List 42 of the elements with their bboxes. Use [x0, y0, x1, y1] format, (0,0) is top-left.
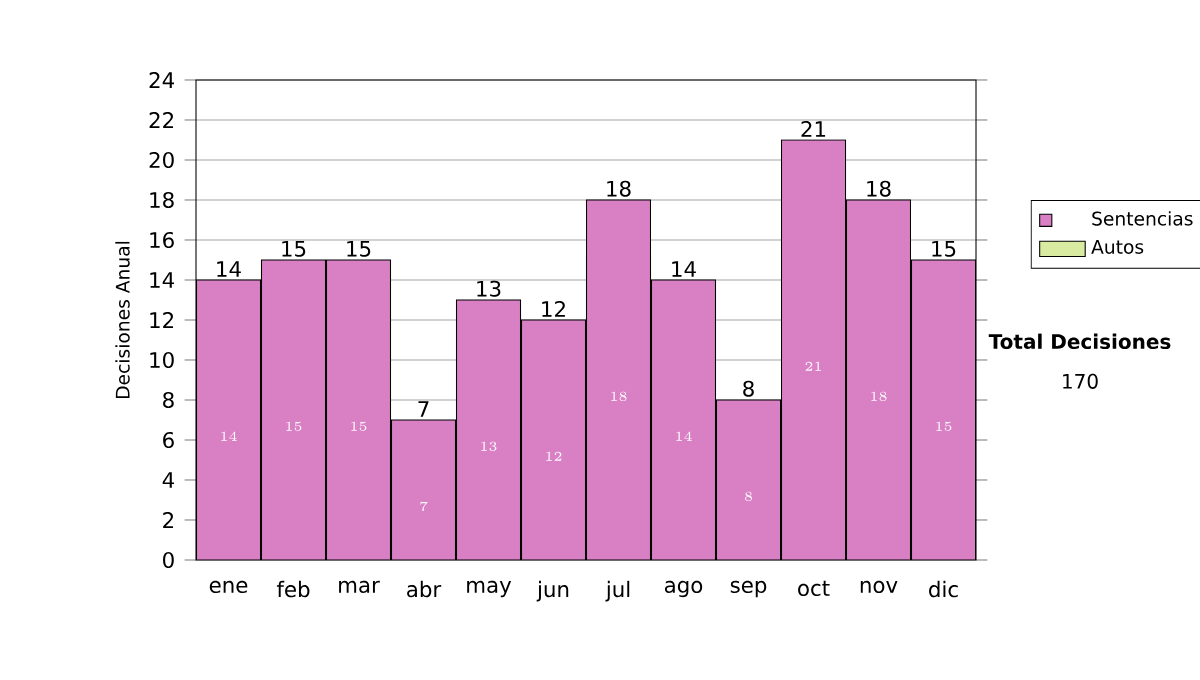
y-tick-label: 0 [163, 551, 174, 569]
text: Total Decisiones [988, 333, 1171, 350]
x-tick-label: jun [536, 580, 569, 602]
y-tick-label: 18 [150, 191, 174, 209]
y-tick-label: 20 [149, 151, 174, 169]
x-tick-label: mar [339, 580, 380, 594]
total-label: 13 [477, 280, 501, 297]
total-label: 15 [932, 240, 956, 257]
y-tick-label: 2 [163, 512, 174, 528]
total-label: 7 [418, 401, 429, 417]
total-label: 18 [607, 180, 631, 197]
x-tick-label: jul [605, 580, 630, 602]
x-tick-label: ene [209, 580, 248, 594]
legend-label: Autos [1091, 240, 1144, 254]
text: 170 [1063, 373, 1098, 389]
y-tick-label: 4 [162, 472, 175, 488]
x-tick-label: sep [730, 580, 767, 598]
total-label: 18 [867, 180, 891, 197]
total-label: 15 [282, 240, 306, 257]
legend-label: Sentencias [1092, 211, 1193, 226]
y-tick-label: 16 [150, 231, 174, 249]
x-tick-label: abr [407, 580, 442, 598]
y-tick-label: 10 [150, 351, 174, 369]
total-label: 21 [801, 120, 826, 137]
y-tick-label: 24 [149, 72, 174, 88]
y-tick-label: 22 [149, 112, 174, 128]
y-tick-label: 12 [150, 312, 174, 328]
total-label: 15 [347, 240, 371, 257]
x-tick-label: feb [276, 580, 310, 598]
x-tick-label: oct [798, 580, 830, 597]
y-tick-label: 14 [150, 272, 174, 288]
total-label: 14 [217, 261, 241, 277]
x-tick-label: nov [860, 580, 898, 594]
y-axis-title: Decisiones Anual [115, 241, 130, 398]
x-tick-label: may [467, 580, 512, 598]
y-tick-label: 8 [163, 391, 174, 409]
x-tick-label: dic [929, 580, 958, 598]
total-label: 8 [743, 380, 754, 397]
x-tick-label: ago [664, 580, 703, 598]
total-label: 12 [542, 300, 565, 317]
total-label: 14 [672, 261, 696, 277]
y-tick-label: 6 [163, 431, 174, 449]
